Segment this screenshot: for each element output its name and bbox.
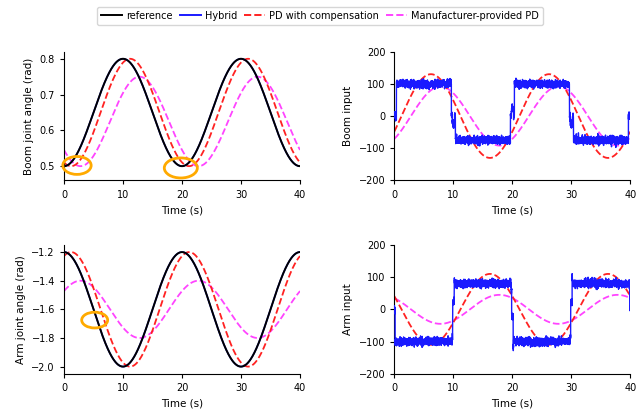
Y-axis label: Arm joint angle (rad): Arm joint angle (rad) bbox=[16, 255, 26, 364]
X-axis label: Time (s): Time (s) bbox=[492, 205, 534, 215]
Y-axis label: Boom joint angle (rad): Boom joint angle (rad) bbox=[24, 57, 34, 175]
X-axis label: Time (s): Time (s) bbox=[161, 399, 203, 408]
X-axis label: Time (s): Time (s) bbox=[161, 205, 203, 215]
Y-axis label: Arm input: Arm input bbox=[343, 283, 353, 335]
Legend: reference, Hybrid, PD with compensation, Manufacturer-provided PD: reference, Hybrid, PD with compensation,… bbox=[97, 7, 543, 25]
X-axis label: Time (s): Time (s) bbox=[492, 399, 534, 408]
Y-axis label: Boom input: Boom input bbox=[343, 86, 353, 146]
